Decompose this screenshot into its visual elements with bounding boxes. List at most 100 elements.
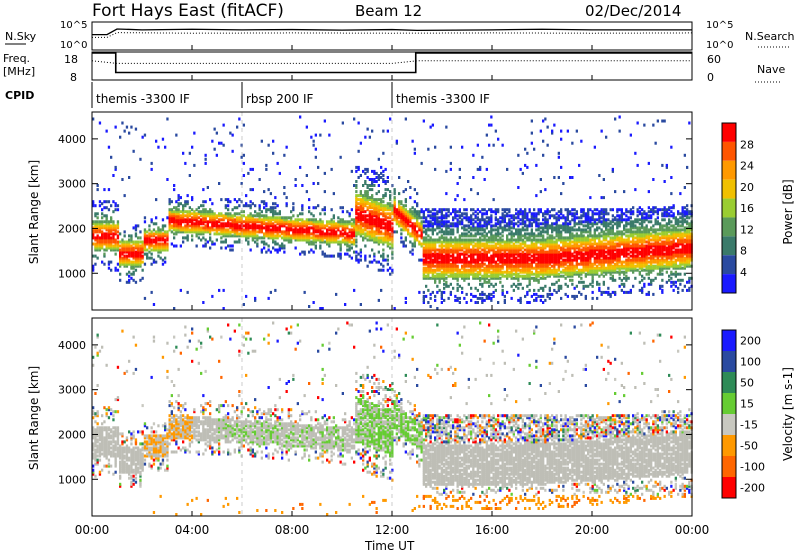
power-cell	[434, 246, 437, 250]
power-cell	[323, 236, 326, 240]
power-cell	[452, 228, 455, 232]
power-cell	[404, 236, 407, 240]
power-cell	[474, 228, 477, 232]
power-cell	[544, 260, 547, 264]
power-cell	[443, 278, 446, 282]
power-cell	[598, 236, 601, 240]
power-cell	[548, 236, 551, 240]
power-cell	[467, 216, 470, 220]
power-cell	[438, 248, 441, 252]
power-cell	[422, 226, 425, 230]
power-cell	[429, 222, 432, 226]
power-cell	[143, 244, 147, 248]
power-cell	[542, 264, 545, 268]
power-cell	[467, 218, 470, 222]
power-cell	[170, 218, 173, 222]
power-cell	[373, 254, 376, 258]
power-cell	[456, 240, 459, 244]
power-cell	[429, 296, 432, 300]
power-cell	[422, 238, 425, 242]
power-cell	[524, 210, 527, 214]
power-cell	[440, 276, 443, 280]
power-cell	[452, 224, 455, 228]
power-cell	[431, 274, 434, 278]
power-cell	[519, 230, 522, 234]
power-cell	[260, 220, 263, 224]
power-cell	[292, 232, 295, 236]
power-cell	[611, 242, 614, 246]
power-cell	[371, 218, 374, 222]
power-cell	[94, 230, 97, 234]
power-cell	[447, 226, 450, 230]
power-cell	[537, 208, 540, 212]
power-cell	[287, 236, 290, 240]
power-cell	[139, 256, 142, 260]
power-cell	[490, 262, 493, 266]
power-cell	[222, 218, 225, 222]
power-cell	[362, 198, 365, 202]
power-cell	[449, 232, 452, 236]
power-cell	[436, 232, 439, 236]
power-cell	[411, 210, 414, 214]
power-cell	[443, 208, 446, 212]
power-cell	[238, 198, 241, 202]
power-cell	[582, 270, 585, 274]
power-cell	[416, 192, 419, 196]
power-cell	[382, 212, 385, 216]
power-cell	[92, 117, 95, 121]
power-cell	[294, 224, 297, 228]
power-cell	[512, 234, 515, 238]
power-cell	[483, 268, 486, 272]
power-cell	[472, 268, 475, 272]
power-cell	[285, 202, 288, 206]
power-cell	[488, 246, 491, 250]
power-cell	[562, 182, 565, 185]
power-cell	[400, 220, 403, 224]
power-cell	[542, 294, 545, 298]
power-cell	[506, 224, 509, 228]
power-cell	[492, 270, 495, 274]
power-cell	[170, 208, 173, 212]
power-cell	[526, 250, 529, 254]
power-cell	[326, 238, 329, 242]
power-cell	[474, 238, 477, 242]
power-cell	[535, 278, 538, 282]
power-cell	[141, 260, 144, 264]
power-cell	[539, 248, 542, 252]
power-cell	[103, 248, 106, 252]
power-cell	[427, 228, 430, 232]
power-cell	[386, 254, 389, 258]
power-cell	[512, 282, 515, 286]
power-cell	[191, 224, 194, 228]
power-cell	[251, 238, 254, 242]
power-cell	[519, 260, 522, 264]
power-cell	[517, 232, 520, 236]
power-cell	[609, 238, 612, 242]
power-cell	[566, 248, 569, 252]
power-cell	[384, 258, 387, 262]
power-cell	[593, 248, 596, 252]
power-cell	[431, 262, 434, 266]
power-cell	[490, 228, 493, 232]
power-cell	[337, 222, 340, 226]
power-cell	[413, 210, 416, 214]
power-cell	[470, 242, 473, 246]
power-cell	[346, 252, 349, 256]
power-cell	[609, 266, 612, 270]
power-cell	[512, 248, 515, 252]
power-cell	[260, 214, 263, 218]
power-cell	[611, 264, 614, 268]
power-cell	[107, 145, 111, 149]
power-cell	[497, 208, 500, 212]
power-cell	[449, 228, 452, 232]
power-cell	[362, 218, 365, 222]
power-cell	[101, 224, 104, 228]
power-cell	[364, 258, 367, 262]
power-cell	[449, 222, 452, 226]
power-cell	[584, 224, 587, 228]
power-cell	[530, 244, 533, 248]
power-cell	[404, 210, 407, 214]
power-cell	[483, 228, 486, 232]
power-cell	[483, 208, 486, 212]
power-cell	[564, 224, 567, 228]
